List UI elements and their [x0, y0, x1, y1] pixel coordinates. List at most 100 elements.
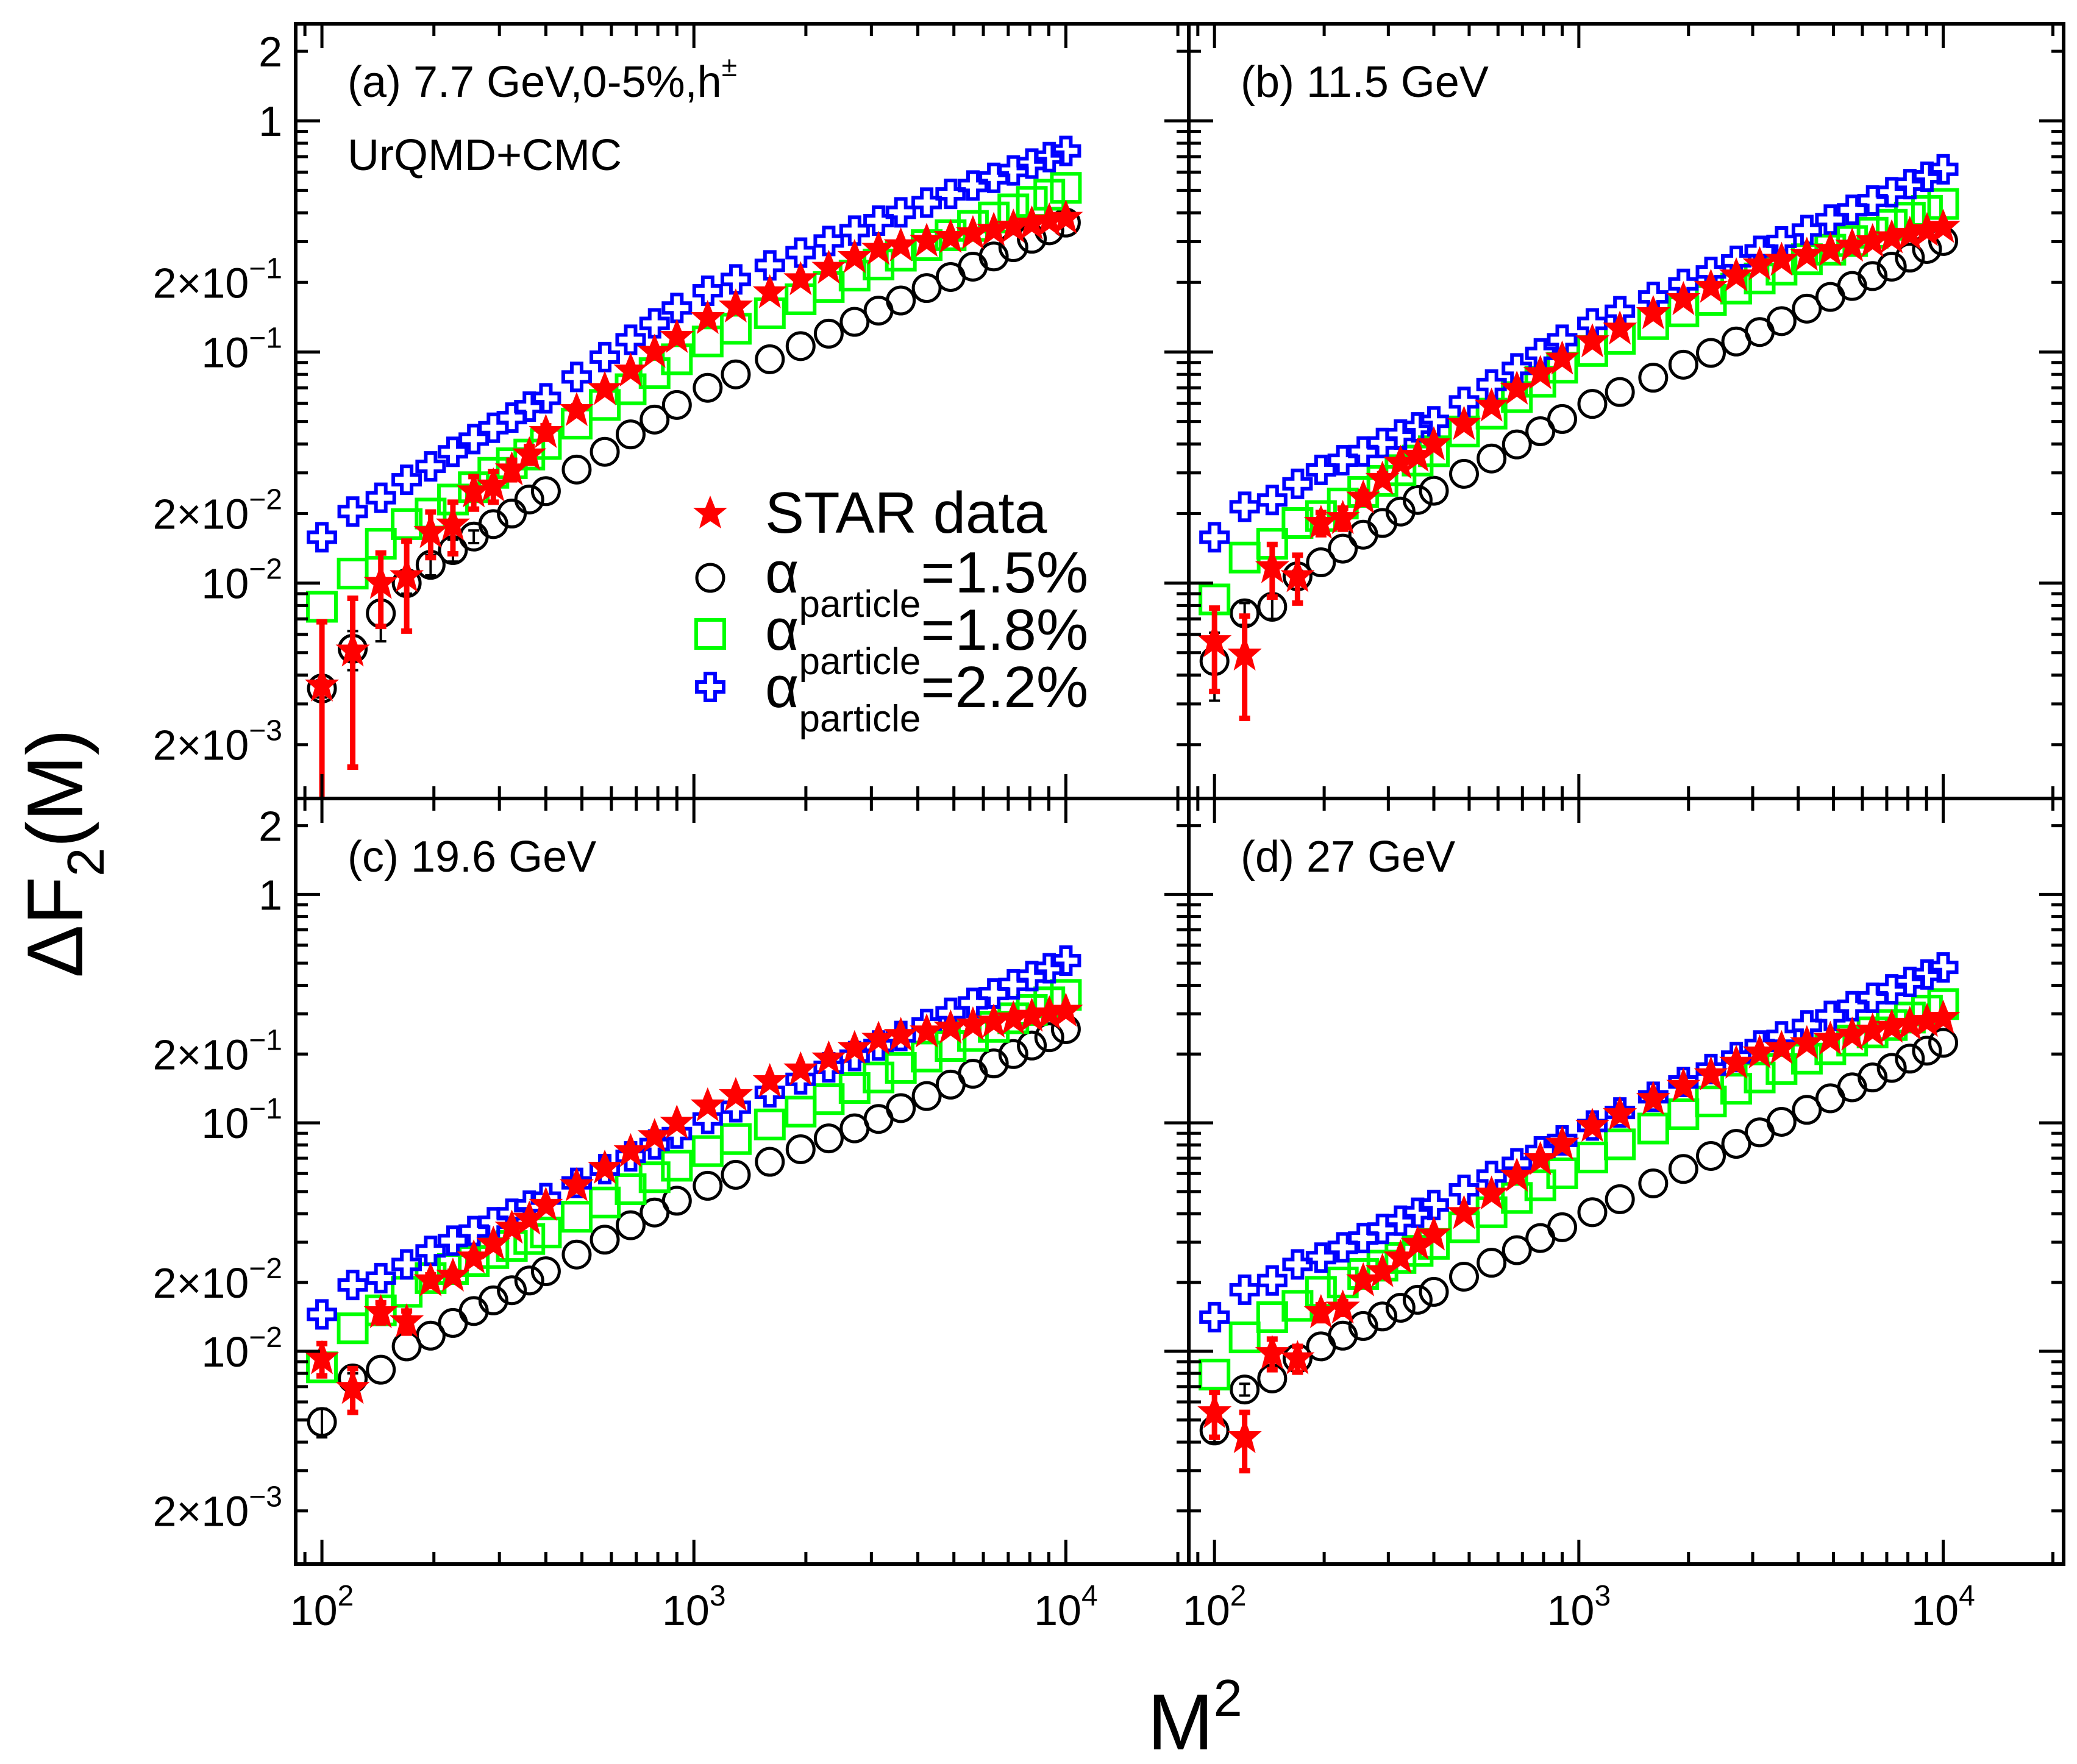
y-tick-label-main: 10	[201, 1328, 249, 1376]
point-cross	[1894, 169, 1925, 200]
point-star	[1447, 405, 1481, 440]
point-star	[1346, 479, 1381, 514]
point-cross	[1402, 1197, 1433, 1228]
point-circle	[813, 318, 844, 349]
point-star	[1417, 1216, 1452, 1251]
point-circle	[615, 419, 646, 450]
x-tick-label-exponent: 3	[710, 1580, 726, 1612]
point-cross	[1837, 194, 1868, 226]
series-star	[1197, 208, 1961, 721]
point-star	[1365, 460, 1400, 495]
point-circle	[1605, 1184, 1635, 1214]
point-square	[638, 1161, 671, 1193]
y-tick-label-exponent: −2	[249, 1253, 282, 1285]
series-circle	[307, 1014, 1081, 1439]
y-tick-label-main: 1	[258, 871, 282, 919]
point-circle	[1477, 1248, 1507, 1278]
point-square	[306, 591, 338, 623]
point-star	[435, 506, 470, 541]
y-tick-label-main: 10	[201, 329, 249, 376]
point-circle	[1638, 1168, 1669, 1198]
point-star	[588, 1150, 622, 1184]
point-star	[933, 1009, 968, 1044]
point-star	[529, 1186, 563, 1221]
point-cross	[307, 522, 338, 553]
point-square	[1050, 172, 1082, 204]
point-circle	[693, 1170, 723, 1201]
point-star	[1049, 992, 1083, 1027]
point-square	[615, 1173, 647, 1206]
point-circle	[514, 484, 544, 514]
point-star	[783, 261, 818, 296]
point-circle	[514, 1265, 544, 1296]
point-cross	[1448, 386, 1480, 418]
point-star	[910, 1013, 944, 1048]
point-star	[1227, 1419, 1262, 1454]
point-cross	[1894, 966, 1925, 997]
plot-area	[305, 945, 1083, 1439]
point-star	[955, 1006, 990, 1041]
point-star	[718, 1076, 753, 1111]
x-tick-label: 102	[290, 1580, 354, 1634]
point-star	[457, 1239, 491, 1274]
y-tick-label: 10−2	[201, 553, 282, 608]
point-star	[1666, 1067, 1701, 1102]
legend-circle-label: αparticle=1.5%	[765, 540, 1088, 625]
point-cross	[839, 215, 870, 246]
point-star	[1926, 999, 1961, 1034]
point-star	[1926, 208, 1961, 243]
point-cross	[1016, 961, 1047, 992]
point-cross	[1605, 1097, 1636, 1128]
plot-area	[1197, 952, 1961, 1474]
point-cross	[785, 237, 816, 268]
y-tick-label: 2	[258, 28, 282, 76]
y-tick-label: 10−1	[201, 1093, 282, 1147]
panel-sublabel: UrQMD+CMC	[347, 131, 622, 180]
point-circle	[1402, 485, 1433, 515]
series-star	[305, 199, 1083, 798]
point-circle	[1230, 1375, 1260, 1405]
point-circle	[1348, 1311, 1378, 1341]
panel-label: (b) 11.5 GeV	[1241, 58, 1489, 107]
point-circle	[1017, 1030, 1047, 1061]
y-tick-label-main: 2×10	[153, 491, 249, 538]
panel-frame	[1187, 22, 2065, 800]
point-circle	[530, 476, 561, 507]
point-star	[1835, 1016, 1870, 1051]
point-circle	[839, 307, 870, 337]
point-cross	[1367, 427, 1398, 458]
point-circle	[1638, 363, 1669, 393]
point-star	[1197, 623, 1232, 658]
point-star	[413, 1262, 448, 1296]
y-tick-label: 2×10−2	[153, 484, 282, 538]
point-star	[476, 1225, 511, 1260]
x-tick-label-main: 10	[1547, 1587, 1595, 1634]
point-circle	[1547, 1212, 1578, 1242]
point-square	[1720, 1073, 1753, 1105]
point-star	[1719, 257, 1754, 292]
point-square	[753, 1108, 786, 1140]
point-star	[559, 1167, 594, 1201]
point-square	[337, 1312, 369, 1345]
point-star	[1365, 1253, 1400, 1287]
legend-cross-label: αparticle=2.2%	[765, 655, 1088, 740]
point-cross	[1419, 406, 1450, 437]
point-star	[559, 391, 594, 426]
point-cross	[1876, 177, 1908, 208]
point-cross	[1385, 419, 1416, 450]
point-circle	[1419, 1276, 1449, 1307]
point-cross	[1050, 945, 1081, 976]
y-tick-label-main: 2	[258, 28, 282, 76]
point-cross	[365, 482, 396, 513]
point-star	[476, 467, 511, 502]
point-circle	[998, 1039, 1028, 1069]
point-square	[691, 1135, 724, 1167]
point-circle	[1858, 1062, 1888, 1093]
point-circle	[1502, 1235, 1532, 1265]
point-circle	[1448, 1262, 1479, 1292]
y-tick-label-exponent: −1	[249, 1024, 282, 1056]
point-circle	[438, 1307, 468, 1338]
point-square	[753, 297, 786, 330]
point-circle	[1477, 443, 1507, 474]
point-circle	[661, 389, 692, 420]
